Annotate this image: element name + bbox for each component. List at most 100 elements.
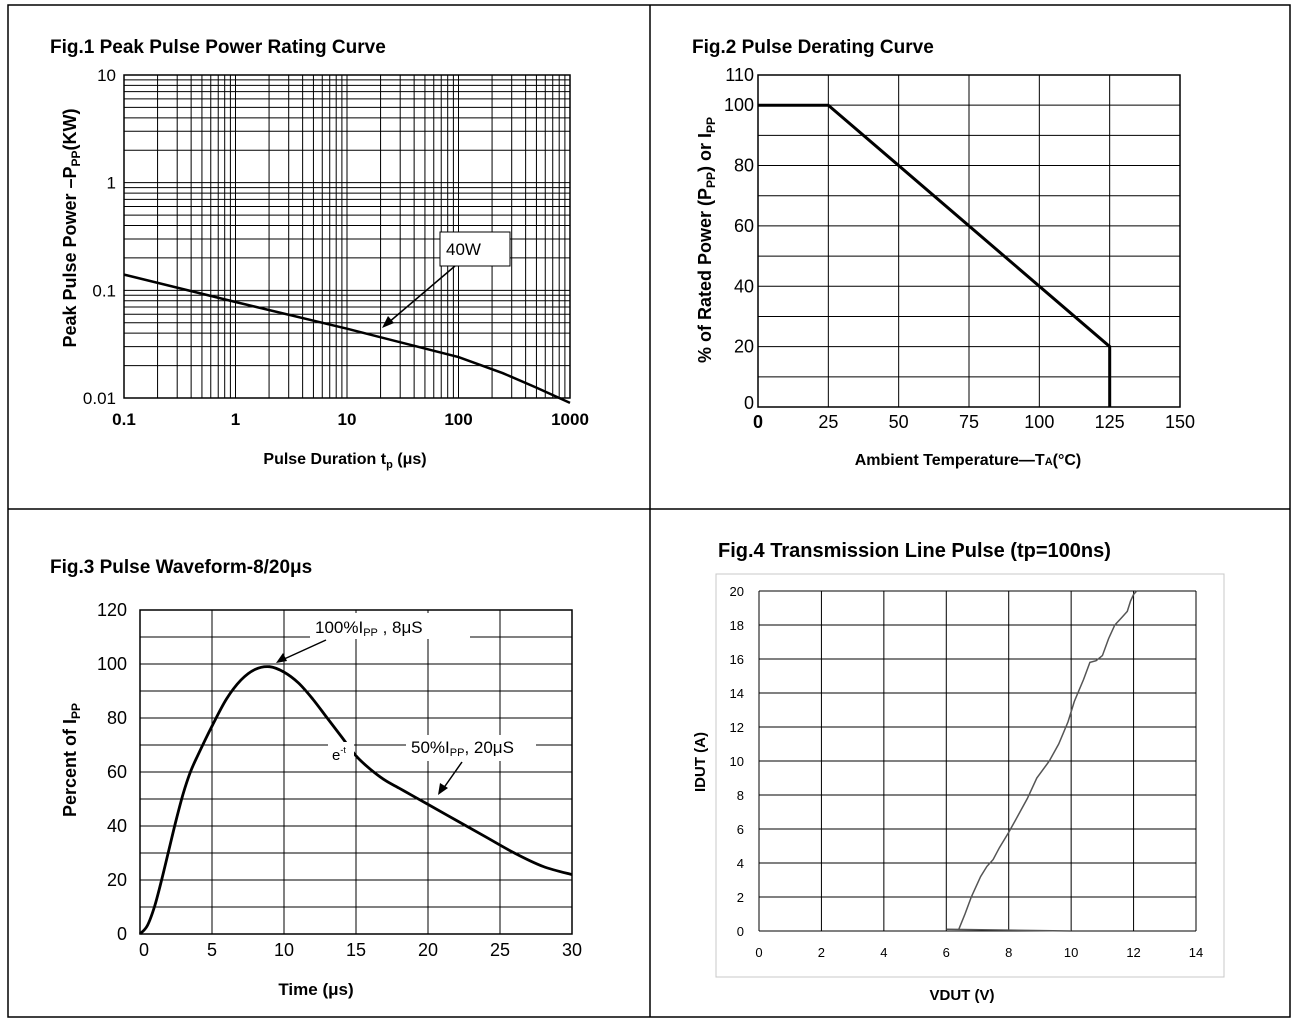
fig1-y-tick-label: 0.01 — [83, 389, 116, 408]
fig3-y-tick-label: 40 — [107, 816, 127, 836]
fig3-tick-labels: 0 5 10 15 20 25 30 0 20 40 60 80 100 120 — [97, 600, 582, 960]
fig3-annotation-exp-bg — [328, 742, 354, 764]
fig1-annotation-arrow — [387, 265, 456, 324]
fig1-x-tick-label: 0.1 — [112, 410, 136, 429]
fig3-y-tick-label: 100 — [97, 654, 127, 674]
fig4-x-tick-label: 8 — [1005, 945, 1012, 960]
fig2-y-tick-label: 100 — [724, 95, 754, 115]
fig3-peak-arrow — [281, 639, 327, 661]
fig3-half-arrowhead — [438, 783, 448, 795]
fig3-y-tick-label: 0 — [117, 924, 127, 944]
fig3-series-line — [138, 665, 573, 935]
fig3-y-tick-label: 20 — [107, 870, 127, 890]
fig3-plot-border — [139, 609, 573, 935]
fig1-plot-border — [123, 74, 571, 399]
fig4-y-tick-label: 4 — [737, 856, 744, 871]
fig4-y-tick-label: 20 — [730, 584, 744, 599]
fig4-y-axis-label: IDUT (A) — [692, 732, 709, 792]
fig3-x-tick-label: 30 — [562, 940, 582, 960]
fig3-annotation-exp-label: e-t — [332, 745, 346, 764]
fig1-y-axis-label: Peak Pulse Power –PPP(KW) — [60, 108, 83, 347]
fig4-tlp-chart: Fig.4 Transmission Line Pulse (tp=100ns)… — [692, 540, 1225, 1004]
fig3-pulse-waveform-chart: Fig.3 Pulse Waveform-8/20μs 0 5 10 15 20 25 30… — [50, 557, 582, 999]
fig2-title: Fig.2 Pulse Derating Curve — [692, 37, 934, 58]
fig3-annotation-peak: 100%IPP , 8μS — [276, 613, 470, 663]
fig2-pulse-derating-chart: Fig.2 Pulse Derating Curve 0 25 50 75 100 125… — [692, 37, 1195, 469]
fig3-x-tick-label: 20 — [418, 940, 438, 960]
fig4-series-line-1 — [958, 590, 1138, 930]
fig1-peak-pulse-power-chart: Fig.1 Peak Pulse Power Rating Curve 0.1 1… — [50, 37, 589, 471]
fig4-x-tick-label: 14 — [1189, 945, 1203, 960]
fig1-y-tick-label: 0.1 — [92, 281, 116, 300]
fig2-x-tick-label: 75 — [959, 412, 979, 432]
fig1-series-line — [123, 273, 571, 405]
fig4-y-tick-label: 6 — [737, 822, 744, 837]
fig4-plot-frame — [715, 573, 1225, 978]
fig3-peak-arrowhead — [276, 653, 287, 663]
fig4-y-tick-label: 16 — [730, 652, 744, 667]
fig2-x-tick-label: 100 — [1024, 412, 1054, 432]
fig1-arrowhead — [382, 316, 394, 328]
fig1-x-tick-label: 10 — [338, 410, 357, 429]
panel-frame — [7, 4, 1291, 1018]
fig1-grid — [123, 74, 571, 399]
fig4-x-tick-label: 4 — [880, 945, 887, 960]
fig4-x-tick-label: 12 — [1126, 945, 1140, 960]
fig1-title: Fig.1 Peak Pulse Power Rating Curve — [50, 37, 386, 58]
fig3-x-tick-label: 5 — [207, 940, 217, 960]
fig3-y-tick-label: 80 — [107, 708, 127, 728]
fig3-x-axis-label: Time (μs) — [278, 980, 353, 999]
fig3-x-tick-label: 15 — [346, 940, 366, 960]
fig4-x-tick-label: 6 — [943, 945, 950, 960]
fig3-y-tick-label: 60 — [107, 762, 127, 782]
fig4-y-tick-label: 0 — [737, 924, 744, 939]
fig3-y-tick-label: 120 — [97, 600, 127, 620]
fig3-annotation-half: 50%IPP, 20μS — [406, 735, 536, 795]
fig3-annotation-half-label: 50%IPP, 20μS — [411, 738, 514, 759]
fig2-x-axis-label: Ambient Temperature—TA(°C) — [855, 452, 1082, 469]
fig2-tick-labels: 0 25 50 75 100 125 150 0 20 40 60 80 100 110 — [724, 65, 1195, 432]
fig3-annotation-peak-bg — [310, 613, 470, 639]
fig3-annotation-exp: e-t — [328, 742, 354, 764]
fig3-x-tick-label: 0 — [139, 940, 149, 960]
fig3-grid — [139, 609, 573, 935]
fig3-annotation-peak-label: 100%IPP , 8μS — [315, 618, 423, 639]
fig1-annotation-box — [439, 231, 511, 267]
fig1-x-axis-label: Pulse Duration tp (μs) — [263, 451, 426, 471]
fig2-plot-border — [757, 74, 1181, 408]
fig2-x-tick-label: 150 — [1165, 412, 1195, 432]
fig4-y-tick-label: 8 — [737, 788, 744, 803]
fig4-x-tick-label: 2 — [818, 945, 825, 960]
fig4-x-tick-label: 0 — [755, 945, 762, 960]
fig2-y-tick-label: 80 — [734, 156, 754, 176]
fig2-x-tick-label: 25 — [818, 412, 838, 432]
fig2-grid — [757, 74, 1181, 408]
fig4-tick-labels: 0 2 4 6 8 10 12 14 0 2 4 6 8 10 12 14 16 18 20 — [730, 584, 1204, 960]
fig4-y-tick-label: 18 — [730, 618, 744, 633]
fig4-series-lines — [946, 590, 1138, 932]
fig1-y-tick-label: 10 — [97, 66, 116, 85]
fig1-y-tick-label: 1 — [107, 174, 116, 193]
fig1-tick-labels: 0.1 1 10 100 1000 0.01 0.1 1 10 — [83, 66, 589, 429]
fig4-y-tick-label: 2 — [737, 890, 744, 905]
fig3-title: Fig.3 Pulse Waveform-8/20μs — [50, 557, 312, 578]
fig2-x-tick-label: 0 — [753, 412, 763, 432]
fig1-x-tick-label: 100 — [444, 410, 472, 429]
fig3-x-tick-label: 10 — [274, 940, 294, 960]
fig4-grid — [758, 590, 1197, 932]
fig4-series-line-0 — [946, 928, 1072, 932]
fig2-y-axis-label: % of Rated Power (PPP) or IPP — [695, 117, 718, 363]
fig3-half-arrow — [442, 761, 463, 790]
fig2-y-tick-label: 0 — [744, 393, 754, 413]
fig2-y-tick-label: 40 — [734, 276, 754, 296]
fig2-x-tick-label: 50 — [889, 412, 909, 432]
fig3-annotation-half-bg — [406, 735, 536, 761]
fig4-x-tick-label: 10 — [1064, 945, 1078, 960]
outer-border — [7, 4, 1291, 1018]
fig3-x-tick-label: 25 — [490, 940, 510, 960]
fig1-x-tick-label: 1000 — [551, 410, 589, 429]
fig2-y-tick-label: 110 — [725, 65, 754, 85]
fig4-y-tick-label: 14 — [730, 686, 744, 701]
fig4-y-tick-label: 10 — [730, 754, 744, 769]
